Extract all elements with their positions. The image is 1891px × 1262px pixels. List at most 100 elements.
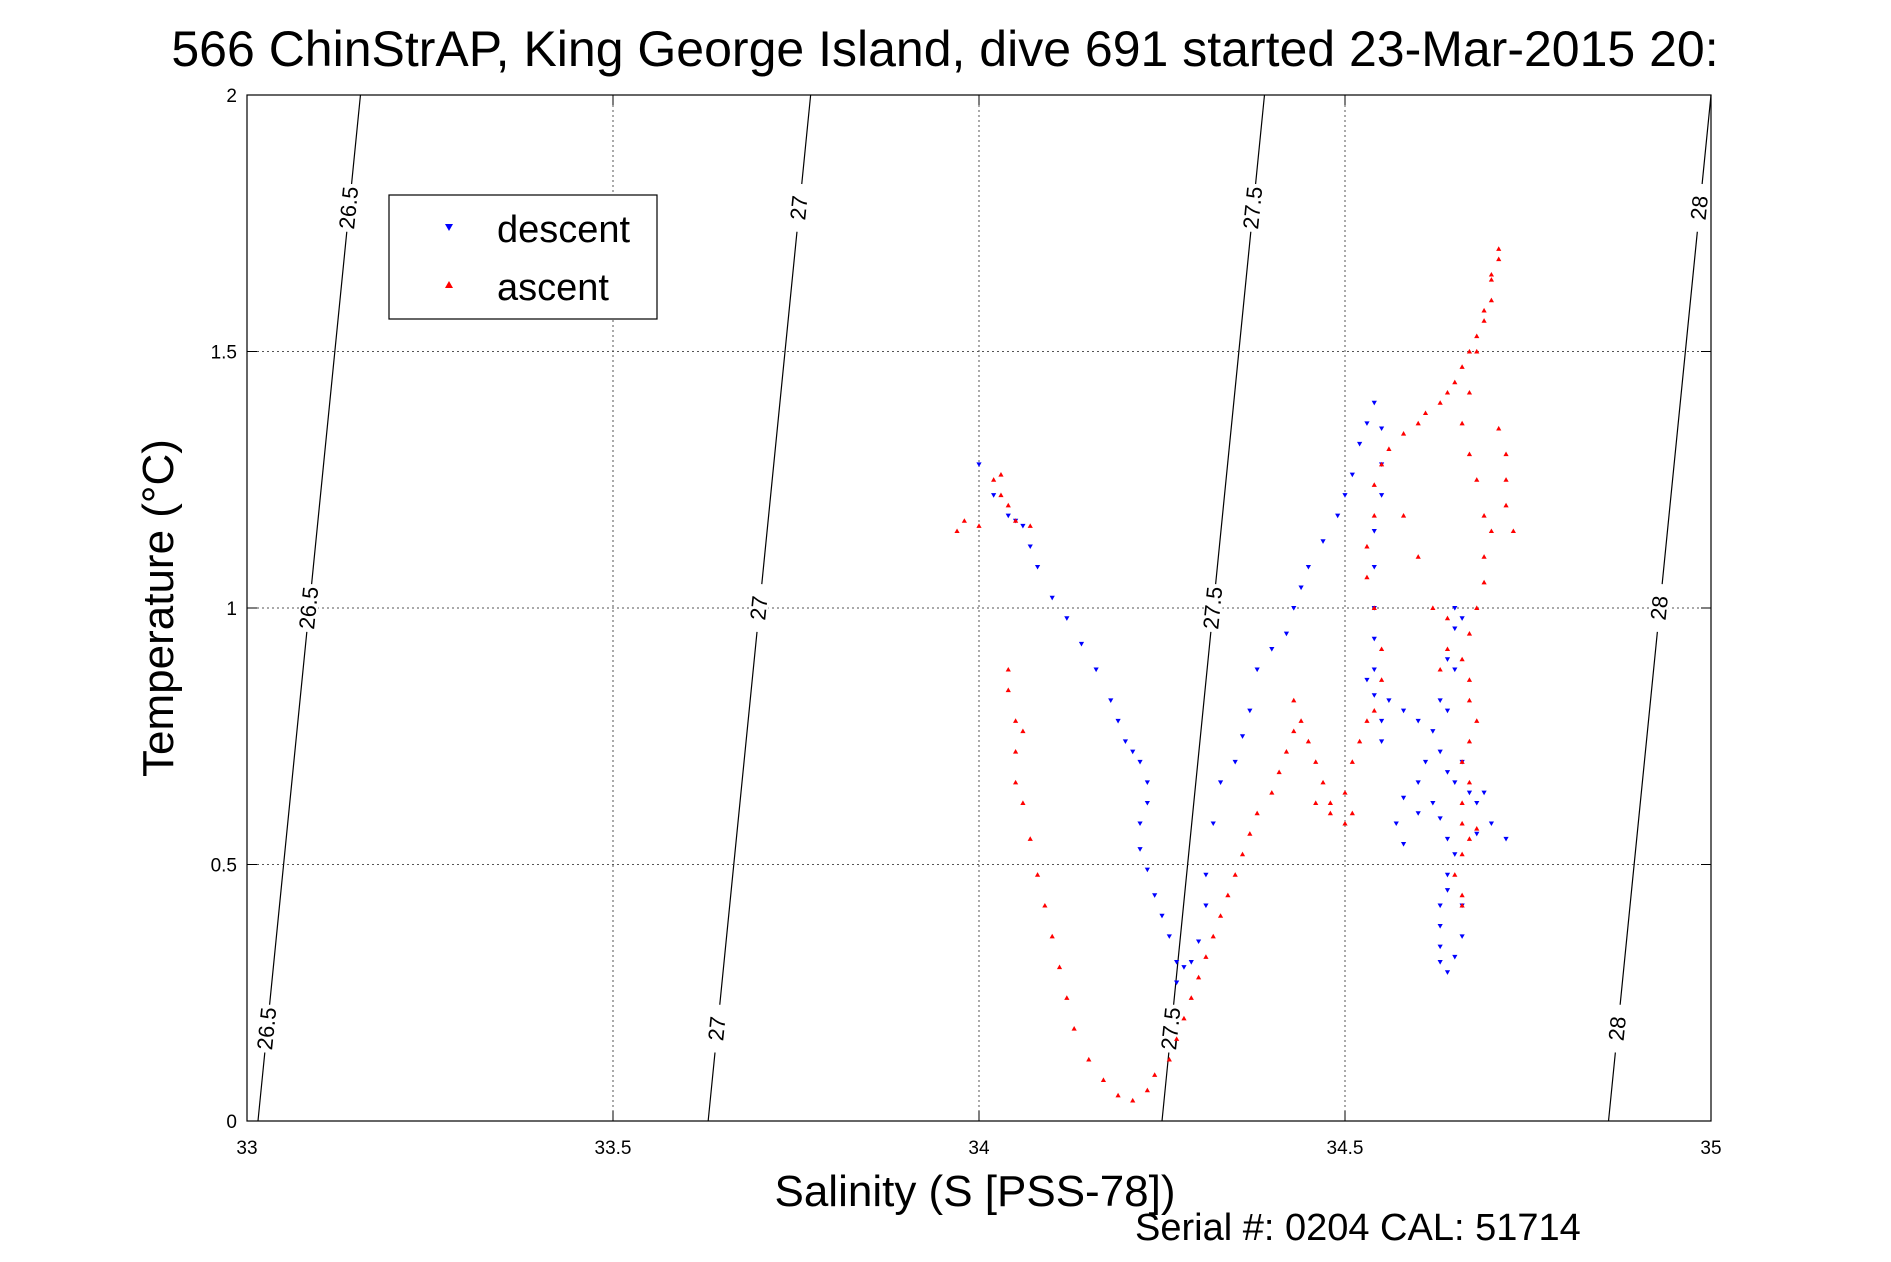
data-point-ascent [991, 477, 997, 482]
data-point-ascent [1305, 738, 1311, 744]
data-point-descent [1335, 513, 1341, 519]
data-point-ascent [1466, 348, 1473, 354]
data-point-ascent [1466, 677, 1473, 682]
data-point-ascent [1452, 872, 1458, 877]
data-point-descent [1452, 667, 1458, 673]
data-point-ascent [1042, 902, 1048, 908]
data-point-descent [1122, 739, 1128, 744]
data-point-ascent [1210, 933, 1216, 939]
data-point-ascent [1379, 677, 1385, 682]
data-point-descent [1444, 888, 1451, 893]
data-point-ascent [1444, 615, 1451, 621]
data-point-ascent [1466, 836, 1473, 841]
data-point-descent [1393, 821, 1399, 827]
data-point-descent [1108, 698, 1114, 703]
data-point-ascent [1276, 769, 1282, 775]
data-point-ascent [1488, 528, 1494, 534]
data-point-ascent [1005, 687, 1011, 693]
data-point-descent [1203, 903, 1209, 909]
data-point-ascent [1488, 297, 1494, 303]
legend: descent ascent [388, 194, 658, 320]
data-point-descent [1444, 872, 1451, 878]
data-point-ascent [1064, 995, 1070, 1000]
data-point-descent [1064, 616, 1070, 621]
data-point-ascent [1496, 256, 1502, 262]
contour-label: 27.5 [1198, 585, 1227, 630]
data-point-ascent [1415, 420, 1421, 426]
data-point-ascent [1459, 851, 1465, 857]
data-point-descent [1437, 959, 1443, 965]
data-point-descent [1452, 606, 1458, 611]
data-point-descent [1144, 780, 1150, 786]
data-point-ascent [1466, 389, 1473, 395]
data-point-ascent [1459, 759, 1465, 764]
data-point-ascent [1291, 728, 1297, 734]
data-point-descent [1379, 493, 1385, 498]
data-point-ascent [1474, 605, 1480, 610]
data-point-descent [1217, 780, 1224, 786]
data-point-descent [1144, 867, 1150, 873]
data-points [954, 246, 1516, 1103]
contour-label-gap [1241, 183, 1265, 233]
data-point-ascent [1437, 400, 1443, 405]
data-point-ascent [1298, 718, 1304, 723]
data-point-ascent [1115, 1092, 1121, 1098]
data-point-descent [1444, 657, 1451, 662]
contour-label-gap [706, 1003, 729, 1054]
data-point-descent [1481, 790, 1487, 796]
legend-box [388, 194, 658, 320]
data-point-ascent [1481, 318, 1487, 323]
contour-label-gap [255, 1003, 279, 1054]
x-tick-label: 33 [236, 1138, 257, 1159]
data-point-ascent [1217, 913, 1224, 918]
data-point-descent [1452, 626, 1458, 632]
x-tick-label: 34.5 [1327, 1138, 1364, 1159]
contour-label-gap [1159, 1003, 1183, 1054]
data-point-ascent [1020, 800, 1026, 805]
data-point-ascent [1466, 451, 1473, 457]
data-point-ascent [1466, 738, 1473, 744]
data-point-ascent [1152, 1072, 1158, 1077]
data-point-ascent [1247, 831, 1253, 836]
data-point-ascent [1005, 666, 1011, 672]
data-point-descent [1415, 780, 1421, 786]
data-point-ascent [1283, 749, 1290, 754]
data-point-descent [1137, 759, 1143, 765]
contour-label: 26.5 [252, 1006, 281, 1051]
data-point-descent [1283, 631, 1290, 637]
x-tick-label: 35 [1700, 1138, 1721, 1159]
y-tick-label: 2 [226, 86, 237, 107]
data-point-descent [1093, 667, 1099, 673]
data-point-descent [1371, 667, 1377, 673]
contour-label-gap [788, 183, 811, 233]
data-point-descent [1034, 564, 1041, 570]
data-point-descent [1371, 400, 1377, 406]
data-point-descent [1005, 513, 1011, 519]
data-point-ascent [1437, 666, 1443, 672]
y-tick-label: 0.5 [211, 856, 237, 877]
data-point-ascent [1400, 513, 1407, 518]
data-point-ascent [1313, 759, 1319, 764]
data-point-descent [1232, 759, 1238, 765]
data-point-descent [1459, 616, 1465, 621]
data-point-descent [1371, 529, 1377, 534]
contour-label-gap [1606, 1003, 1630, 1054]
contour-label: 27.5 [1238, 185, 1267, 230]
data-point-descent [1027, 544, 1033, 550]
data-point-descent [1444, 770, 1451, 775]
contour-label: 28 [1604, 1015, 1631, 1042]
data-point-ascent [1166, 1056, 1172, 1062]
data-point-ascent [1056, 964, 1063, 970]
data-point-ascent [1510, 528, 1516, 534]
data-point-descent [1444, 970, 1451, 975]
data-point-descent [1196, 939, 1202, 945]
legend-label-descent: descent [497, 209, 631, 251]
data-point-descent [1349, 472, 1355, 478]
data-point-descent [1437, 698, 1443, 703]
data-point-ascent [1379, 461, 1385, 467]
data-point-descent [1437, 924, 1443, 929]
data-point-ascent [1459, 364, 1465, 369]
data-point-ascent [1474, 718, 1480, 723]
data-point-ascent [998, 472, 1004, 477]
data-point-ascent [1269, 790, 1275, 795]
